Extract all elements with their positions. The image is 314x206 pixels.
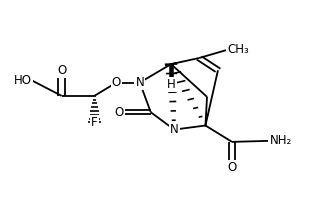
Text: O: O (115, 106, 124, 119)
Text: F: F (91, 116, 98, 129)
Text: CH₃: CH₃ (227, 43, 249, 56)
Text: HO: HO (14, 74, 32, 87)
Text: N: N (170, 123, 179, 136)
Text: N: N (135, 76, 144, 89)
Text: O: O (112, 76, 121, 89)
Text: O: O (227, 161, 237, 174)
Text: O: O (57, 64, 66, 77)
Text: NH₂: NH₂ (269, 134, 292, 147)
Text: H: H (167, 78, 176, 91)
